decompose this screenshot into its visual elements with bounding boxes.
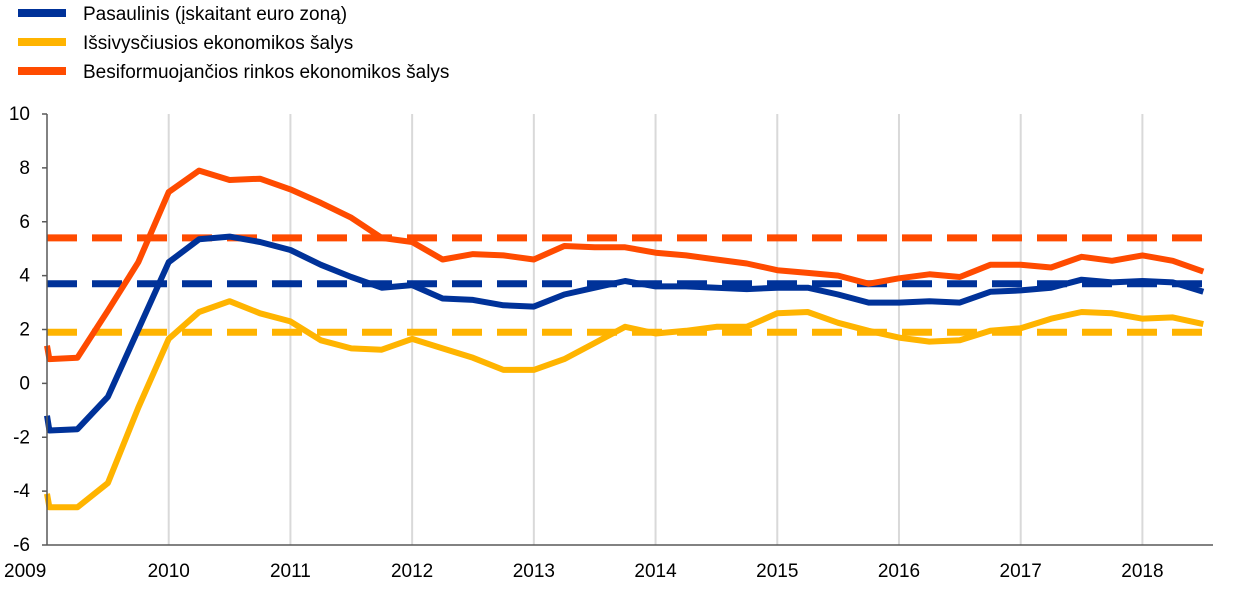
x-tick-label-1: 2010 <box>148 561 190 582</box>
y-tick-label-5: 4 <box>19 266 30 287</box>
y-tick-label-3: 0 <box>19 373 30 394</box>
series-lines <box>44 167 1205 511</box>
x-tick-label-8: 2017 <box>1000 561 1042 582</box>
legend: Pasaulinis (įskaitant euro zoną) Išsivysč… <box>18 4 449 83</box>
x-tick-label-9: 2018 <box>1121 561 1163 582</box>
y-tick-label-0: -6 <box>13 535 30 556</box>
y-tick-label-2: -2 <box>13 427 30 448</box>
x-axis-tick-labels: 2009 2010 2011 2012 2013 2014 2015 2016 2017 2018 <box>4 561 1164 582</box>
average-reference-lines <box>47 234 1213 336</box>
legend-label-0: Pasaulinis (įskaitant euro zoną) <box>83 4 347 25</box>
y-tick-label-1: -4 <box>13 481 30 502</box>
y-tick-label-8: 10 <box>9 104 30 125</box>
x-tick-label-3: 2012 <box>391 561 433 582</box>
x-tick-label-6: 2015 <box>756 561 798 582</box>
series-line-0 <box>44 233 1205 434</box>
x-tick-label-0: 2009 <box>4 561 46 582</box>
y-tick-label-6: 6 <box>19 212 30 233</box>
legend-label-2: Besiformuojančios rinkos ekonomikos šaly… <box>83 62 449 83</box>
x-tick-label-4: 2013 <box>513 561 555 582</box>
x-tick-label-5: 2014 <box>634 561 677 582</box>
series-line-1 <box>44 298 1204 511</box>
y-axis-tick-labels: -6 -4 -2 0 2 4 6 8 10 <box>9 104 47 556</box>
y-tick-label-4: 2 <box>19 320 30 341</box>
legend-label-1: Išsivysčiusios ekonomikos šalys <box>83 33 353 54</box>
x-tick-label-7: 2016 <box>878 561 920 582</box>
x-tick-label-2: 2011 <box>270 561 311 582</box>
series-line-2 <box>44 167 1205 363</box>
y-tick-label-7: 8 <box>19 158 30 179</box>
